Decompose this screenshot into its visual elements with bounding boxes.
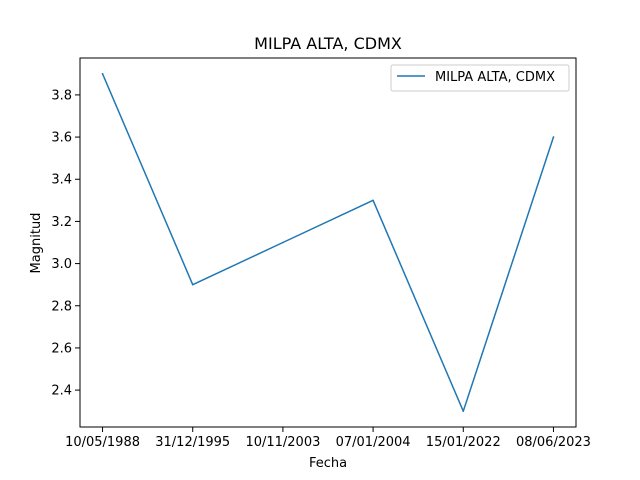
x-tick-label: 31/12/1995 [155, 435, 230, 450]
x-tick-label: 08/06/2023 [516, 435, 591, 450]
y-tick-label: 2.4 [51, 384, 72, 399]
data-point [282, 241, 284, 244]
x-axis-label: Fecha [309, 456, 347, 471]
y-tick-label: 2.8 [51, 299, 72, 314]
data-point [462, 410, 465, 412]
x-axis: 10/05/1988 31/12/1995 10/11/2003 07/01/2004… [65, 427, 591, 450]
data-point [552, 136, 555, 138]
series-line [101, 72, 555, 412]
legend: MILPA ALTA, CDMX [390, 64, 570, 92]
y-tick-label: 3.6 [51, 131, 72, 146]
legend-box [390, 64, 570, 92]
x-tick-label: 10/11/2003 [245, 435, 320, 450]
y-tick-label: 3.4 [51, 173, 72, 188]
legend-label: MILPA ALTA, CDMX [435, 70, 555, 85]
x-tick-label: 10/05/1988 [65, 435, 140, 450]
x-tick-label: 07/01/2004 [336, 435, 411, 450]
plot-area [79, 57, 577, 428]
y-axis-label: Magnitud [29, 213, 44, 274]
y-tick-label: 3.8 [51, 88, 72, 103]
data-point [372, 199, 374, 202]
x-tick-label: 15/01/2022 [426, 435, 501, 450]
y-tick-label: 3.0 [51, 257, 72, 272]
y-tick-label: 2.6 [51, 341, 72, 356]
y-tick-label: 3.2 [51, 215, 72, 230]
chart-title: MILPA ALTA, CDMX [254, 34, 402, 53]
y-axis: 2.4 2.6 2.8 3.0 3.2 3.4 3.6 3.8 [51, 88, 80, 399]
plot-content [101, 72, 555, 412]
data-point [191, 283, 194, 286]
data-point [101, 73, 104, 75]
